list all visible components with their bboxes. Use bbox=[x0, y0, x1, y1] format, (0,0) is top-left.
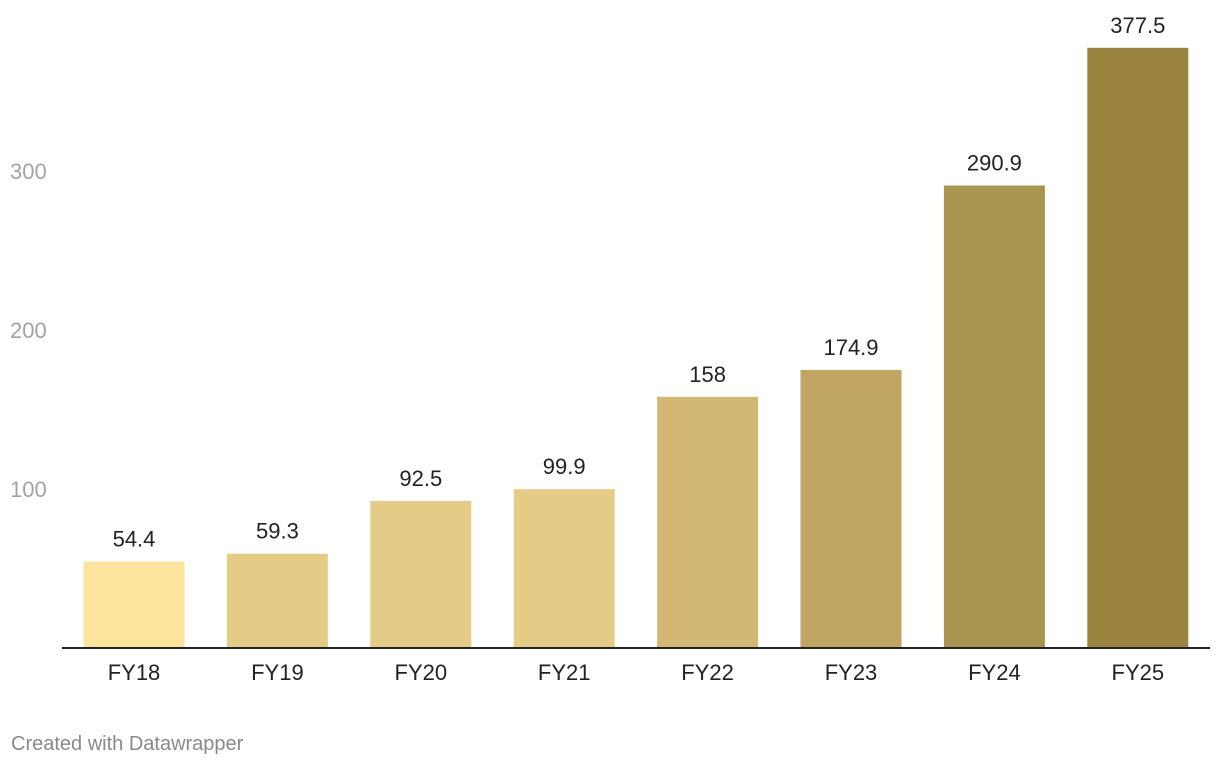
x-tick-label-fy19: FY19 bbox=[251, 660, 304, 685]
x-tick-label-fy23: FY23 bbox=[825, 660, 878, 685]
data-label-fy25: 377.5 bbox=[1110, 13, 1165, 38]
x-tick-label-fy18: FY18 bbox=[108, 660, 161, 685]
bar-fy23 bbox=[800, 369, 902, 648]
bars bbox=[83, 47, 1189, 649]
y-tick-label: 200 bbox=[10, 318, 47, 343]
bar-fy19 bbox=[226, 553, 328, 648]
bar-fy24 bbox=[943, 185, 1045, 648]
x-tick-label-fy22: FY22 bbox=[681, 660, 734, 685]
y-axis: 100 200 300 bbox=[10, 159, 47, 502]
bar-fy22 bbox=[657, 396, 759, 648]
bar-fy20 bbox=[370, 500, 472, 648]
data-labels: 54.4 59.3 92.5 99.9 158 174.9 290.9 377.5 bbox=[113, 13, 1166, 552]
x-tick-label-fy20: FY20 bbox=[395, 660, 448, 685]
data-label-fy19: 59.3 bbox=[256, 519, 299, 544]
y-tick-label: 300 bbox=[10, 159, 47, 184]
bar-fy25 bbox=[1087, 47, 1189, 649]
data-label-fy24: 290.9 bbox=[967, 151, 1022, 176]
y-tick-label: 100 bbox=[10, 477, 47, 502]
data-label-fy23: 174.9 bbox=[823, 335, 878, 360]
bar-fy21 bbox=[513, 489, 615, 648]
data-label-fy20: 92.5 bbox=[399, 466, 442, 491]
x-tick-label-fy24: FY24 bbox=[968, 660, 1021, 685]
data-label-fy18: 54.4 bbox=[113, 527, 156, 552]
data-label-fy22: 158 bbox=[689, 362, 726, 387]
x-tick-label-fy25: FY25 bbox=[1112, 660, 1165, 685]
footer-credit: Created with Datawrapper bbox=[11, 733, 244, 755]
x-tick-label-fy21: FY21 bbox=[538, 660, 591, 685]
bar-fy18 bbox=[83, 561, 185, 648]
data-label-fy21: 99.9 bbox=[543, 454, 586, 479]
x-axis: FY18 FY19 FY20 FY21 FY22 FY23 FY24 FY25 bbox=[108, 660, 1164, 685]
